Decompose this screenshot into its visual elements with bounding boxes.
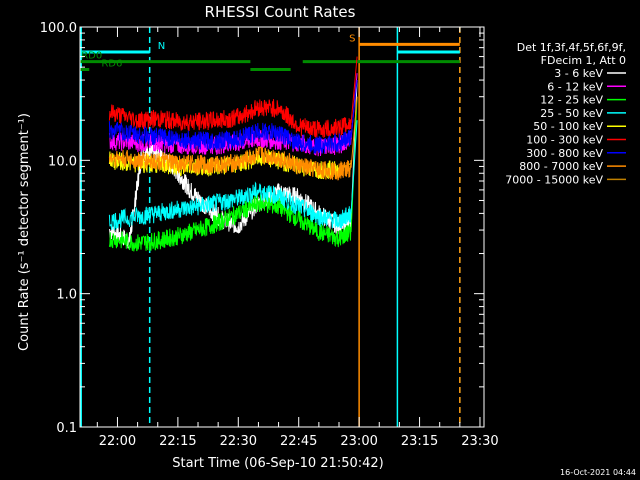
flag-label-rd6: RD6 xyxy=(101,59,122,70)
legend-label-4: 50 - 100 keV xyxy=(533,120,603,133)
flag-label-n: N xyxy=(158,41,165,52)
series-line-5 xyxy=(108,56,358,139)
y-tick-label-3: 100.0 xyxy=(40,21,77,36)
legend-label-7: 800 - 7000 keV xyxy=(519,160,603,173)
series-line-2 xyxy=(108,96,358,252)
series-line-6 xyxy=(108,80,358,155)
legend-label-2: 12 - 25 keV xyxy=(540,94,603,107)
x-tick-label-4: 23:00 xyxy=(340,434,377,449)
axes: 0.1 1.0 10.0 100.0 22:00 22:15 22:30 22:45 23:00… xyxy=(40,21,499,449)
legend-label-5: 100 - 300 keV xyxy=(526,134,603,147)
x-tick-label-0: 22:00 xyxy=(99,434,136,449)
legend-header-1: FDecim 1, Att 0 xyxy=(541,54,626,67)
legend-label-1: 6 - 12 keV xyxy=(547,80,603,93)
plot-frame xyxy=(79,26,485,428)
series-line-7 xyxy=(108,96,358,181)
y-tick-label-2: 10.0 xyxy=(48,154,77,169)
x-tick-label-5: 23:15 xyxy=(401,434,438,449)
x-tick-label-1: 22:15 xyxy=(159,434,196,449)
legend-label-0: 3 - 6 keV xyxy=(554,67,603,80)
x-tick-label-6: 23:30 xyxy=(461,434,498,449)
flag-label-s: S xyxy=(349,33,355,44)
series-line-3 xyxy=(108,120,358,232)
legend: Det 1f,3f,4f,5f,6f,9f,FDecim 1, Att 03 -… xyxy=(505,41,626,186)
legend-header-0: Det 1f,3f,4f,5f,6f,9f, xyxy=(517,41,626,54)
legend-label-8: 7000 - 15000 keV xyxy=(505,173,603,186)
chart-title: RHESSI Count Rates xyxy=(205,3,356,21)
x-axis-label: Start Time (06-Sep-10 21:50:42) xyxy=(172,456,383,471)
y-tick-label-1: 1.0 xyxy=(56,288,77,303)
flag-label-rd0: RD0 xyxy=(81,51,102,62)
legend-label-3: 25 - 50 keV xyxy=(540,107,603,120)
y-axis-label: Count Rate (s⁻¹ detector segment⁻¹) xyxy=(17,113,32,351)
x-tick-label-3: 22:45 xyxy=(280,434,317,449)
legend-label-6: 300 - 800 keV xyxy=(526,147,603,160)
footer-timestamp: 16-Oct-2021 04:44 xyxy=(560,468,636,477)
x-tick-label-2: 22:30 xyxy=(220,434,257,449)
y-tick-label-0: 0.1 xyxy=(56,421,77,436)
